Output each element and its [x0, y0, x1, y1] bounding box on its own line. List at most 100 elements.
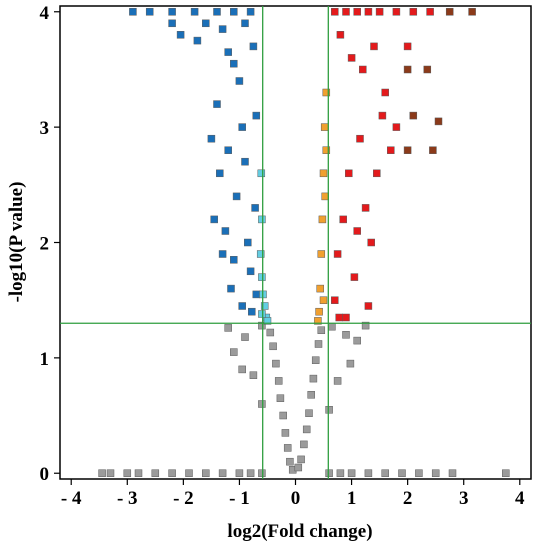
data-point [283, 444, 292, 452]
data-point [213, 100, 221, 108]
data-point [202, 469, 210, 477]
data-point [356, 134, 364, 143]
data-point [342, 313, 350, 322]
data-point [246, 267, 255, 276]
data-point [224, 146, 232, 154]
data-point [342, 331, 350, 339]
data-point [241, 19, 249, 28]
data-point [387, 146, 395, 154]
data-point [305, 409, 313, 417]
data-point [316, 284, 324, 293]
data-point [403, 42, 412, 51]
data-point [230, 8, 238, 16]
data-point [168, 19, 176, 28]
data-point [281, 429, 290, 437]
data-point [279, 411, 287, 420]
data-point [238, 365, 246, 374]
data-point [367, 238, 375, 247]
data-point [218, 25, 227, 33]
data-point [381, 88, 389, 97]
data-point [403, 146, 412, 154]
data-point [309, 374, 318, 383]
plot-frame [59, 5, 532, 480]
data-point [244, 238, 252, 247]
x-tick-label: 4 [515, 488, 525, 509]
data-point [224, 48, 232, 56]
data-point [333, 250, 342, 258]
data-point [317, 250, 326, 258]
data-point [361, 204, 370, 212]
data-point [230, 348, 238, 356]
y-axis-label: -log10(P value) [6, 182, 27, 303]
x-axis-label: log2(Fold change) [227, 521, 372, 542]
data-point [235, 469, 244, 477]
data-point [325, 406, 333, 414]
data-point [168, 8, 176, 16]
data-point [378, 111, 387, 120]
data-point [314, 340, 323, 348]
data-point [258, 469, 266, 477]
x-tick-label: - 1 [229, 488, 250, 509]
data-point [207, 134, 216, 143]
data-point [426, 8, 434, 16]
data-point [246, 469, 255, 477]
data-point [249, 42, 258, 51]
data-point [319, 169, 328, 178]
data-point [256, 250, 265, 258]
data-point [317, 326, 326, 334]
data-point [238, 302, 246, 310]
data-point [307, 391, 315, 399]
data-point [258, 215, 266, 224]
data-point [263, 317, 272, 325]
data-point [190, 8, 199, 16]
data-point [252, 290, 261, 299]
data-point [193, 36, 202, 45]
data-point [353, 336, 361, 345]
data-point [151, 469, 160, 477]
data-point [339, 215, 347, 224]
data-point [258, 310, 266, 318]
y-tick-label: 0 [40, 464, 50, 485]
data-point [315, 307, 323, 316]
data-point [249, 371, 258, 379]
data-point [392, 123, 401, 131]
data-point [252, 111, 261, 120]
data-point [297, 455, 305, 464]
data-point [429, 146, 437, 154]
data-point [274, 377, 283, 385]
data-point [392, 8, 401, 16]
x-tick-label: - 3 [117, 488, 138, 509]
data-point [445, 8, 454, 16]
data-point [269, 342, 277, 351]
data-point [213, 8, 221, 16]
data-point [210, 215, 218, 224]
data-point [347, 469, 356, 477]
data-point [224, 324, 232, 332]
data-point [311, 356, 320, 364]
data-point [202, 19, 210, 28]
data-point [353, 227, 361, 235]
x-axis: - 4 - 3 - 2 - 1 0 1 2 3 4 [61, 479, 525, 509]
x-tick-label: - 4 [61, 488, 82, 509]
data-point [216, 169, 224, 178]
data-point [322, 88, 331, 97]
data-point [342, 8, 350, 16]
y-axis: 0 1 2 3 4 [40, 3, 60, 485]
data-point [218, 469, 227, 477]
data-point [370, 42, 378, 51]
x-tick-label: 3 [459, 488, 469, 509]
data-point [336, 469, 345, 477]
threshold-lines [60, 6, 531, 479]
data-point [227, 284, 235, 293]
x-tick-label: 2 [403, 488, 413, 509]
y-tick-label: 3 [40, 118, 50, 139]
data-point [434, 117, 443, 126]
data-point [258, 400, 266, 408]
data-point [230, 256, 238, 264]
data-point [364, 469, 373, 477]
data-point [347, 54, 356, 62]
data-point [468, 8, 476, 16]
data-point [328, 322, 336, 331]
data-point [319, 296, 328, 304]
